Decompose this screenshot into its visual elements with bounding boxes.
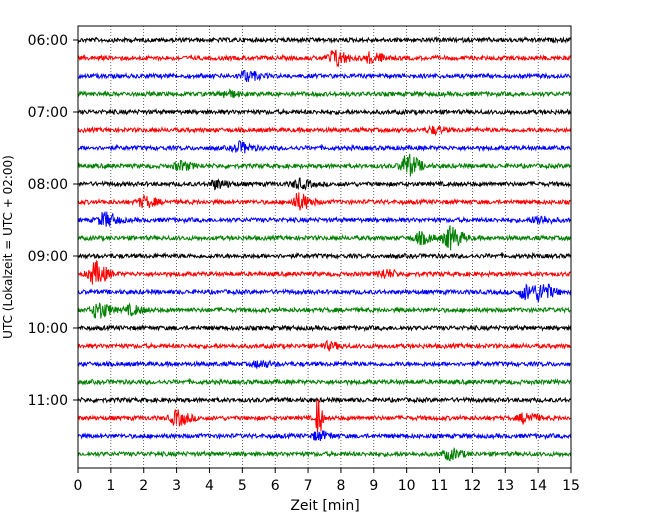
y-tick-label: 11:00 (28, 393, 68, 409)
x-tick-label: 5 (238, 478, 247, 494)
x-tick-label: 2 (139, 478, 148, 494)
trace-line (77, 225, 572, 251)
x-axis-label: Zeit [min] (290, 498, 359, 514)
x-tick-label: 13 (496, 478, 514, 494)
trace-line (77, 177, 571, 191)
x-tick-label: 15 (562, 478, 580, 494)
x-tick-label: 0 (74, 478, 83, 494)
y-axis-label: UTC (Lokalzeit = UTC + 02:00) (1, 155, 15, 339)
plot-area-frame (77, 25, 572, 469)
trace-line (77, 260, 571, 285)
trace-line (77, 70, 571, 82)
y-tick-label: 07:00 (28, 105, 68, 121)
x-tick-label: 6 (271, 478, 280, 494)
trace-line (77, 430, 572, 442)
x-axis-ticks: 0 1 2 3 4 5 6 7 8 9 10 11 12 13 14 15 (74, 468, 580, 494)
trace-line (77, 140, 571, 154)
trace-line (77, 396, 572, 405)
x-tick-label: 4 (205, 478, 214, 494)
x-tick-label: 8 (336, 478, 345, 494)
x-tick-label: 10 (398, 478, 416, 494)
trace-line (77, 192, 571, 211)
trace-line (77, 339, 571, 352)
x-tick-label: 11 (431, 478, 449, 494)
trace-line (77, 283, 572, 303)
x-tick-label: 1 (106, 478, 115, 494)
x-tick-label: 12 (463, 478, 481, 494)
trace-line (77, 399, 571, 433)
trace-line (77, 153, 571, 177)
x-tick-label: 9 (369, 478, 378, 494)
trace-line (77, 211, 572, 227)
trace-line (77, 359, 571, 370)
trace-line (77, 251, 572, 261)
trace-line (77, 323, 572, 333)
x-tick-label: 14 (529, 478, 547, 494)
trace-line (77, 49, 572, 68)
seismic-traces (77, 36, 572, 462)
trace-line (77, 88, 572, 99)
y-tick-label: 08:00 (28, 177, 68, 193)
trace-line (77, 107, 572, 116)
y-tick-label: 09:00 (28, 249, 68, 265)
x-tick-label: 7 (304, 478, 313, 494)
trace-line (77, 124, 572, 137)
y-tick-label: 10:00 (28, 321, 68, 337)
x-tick-label: 3 (172, 478, 181, 494)
y-tick-label: 06:00 (28, 33, 68, 49)
trace-line (77, 447, 572, 462)
y-axis-ticks: 06:00 07:00 08:00 09:00 10:00 11:00 (28, 33, 78, 409)
trace-line (77, 302, 571, 319)
trace-line (77, 36, 572, 44)
trace-line (77, 377, 572, 387)
